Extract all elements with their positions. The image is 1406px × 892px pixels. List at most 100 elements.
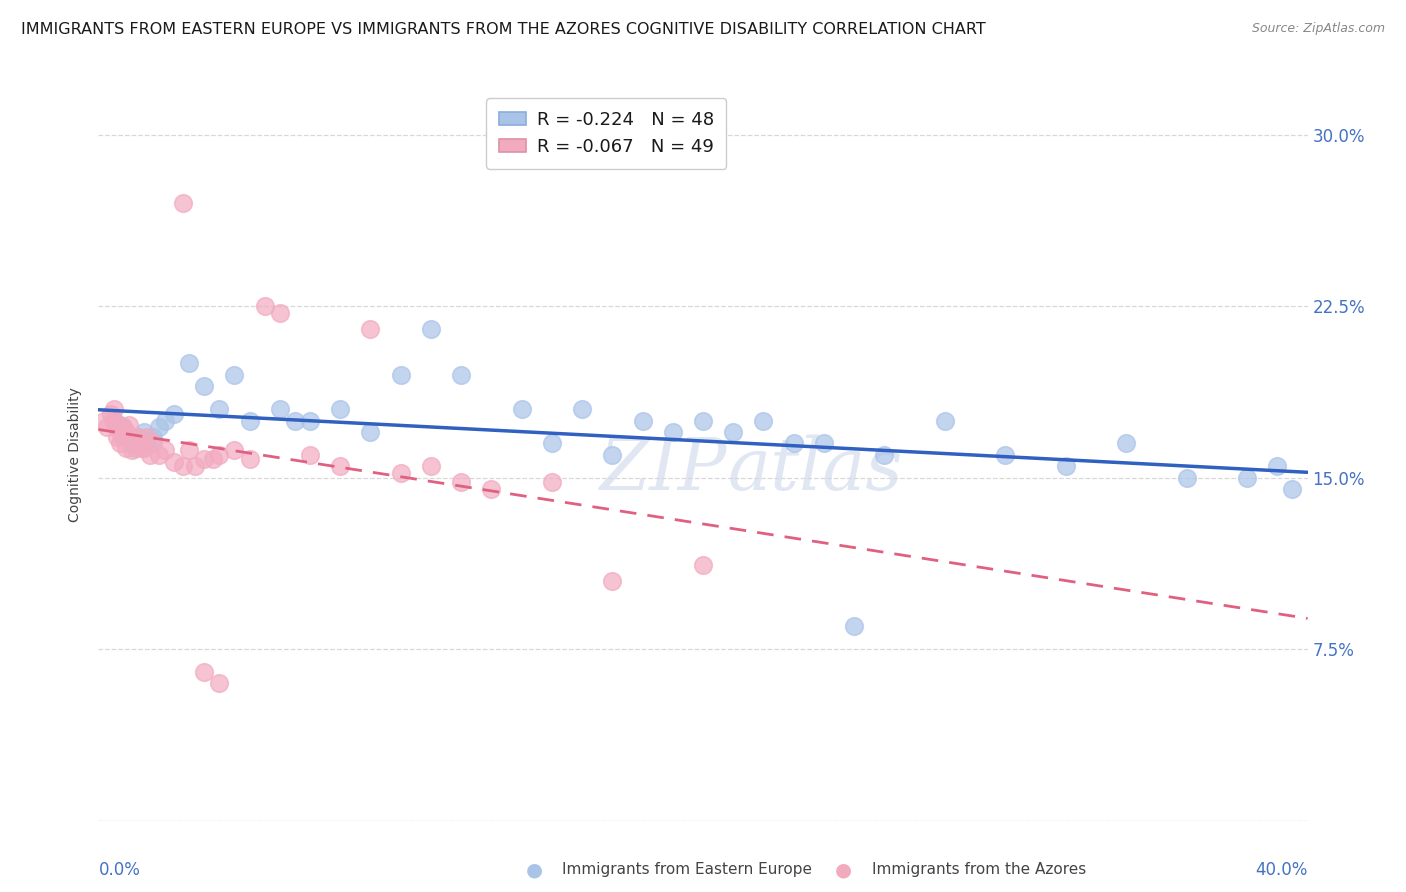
Point <box>118 429 141 443</box>
Point <box>172 196 194 211</box>
Point <box>752 414 775 428</box>
Point <box>118 418 141 433</box>
Point <box>299 414 322 428</box>
Point <box>108 425 131 439</box>
Text: ZIP: ZIP <box>600 434 727 505</box>
Point <box>1115 436 1137 450</box>
Point <box>121 436 143 450</box>
Point <box>111 420 134 434</box>
Point <box>1054 459 1077 474</box>
Point <box>103 414 125 428</box>
Point <box>284 414 307 428</box>
Point <box>148 448 170 462</box>
Point <box>1281 482 1303 496</box>
Point <box>602 448 624 462</box>
Text: 40.0%: 40.0% <box>1256 861 1308 879</box>
Point <box>105 418 128 433</box>
Point <box>389 368 412 382</box>
Text: IMMIGRANTS FROM EASTERN EUROPE VS IMMIGRANTS FROM THE AZORES COGNITIVE DISABILIT: IMMIGRANTS FROM EASTERN EUROPE VS IMMIGR… <box>21 22 986 37</box>
Point <box>934 414 956 428</box>
Point <box>873 448 896 462</box>
Point <box>239 452 262 467</box>
Point <box>118 429 141 443</box>
Point <box>139 448 162 462</box>
Point <box>631 414 654 428</box>
Point <box>510 402 533 417</box>
Point <box>153 443 176 458</box>
Point <box>142 436 165 450</box>
Point <box>450 368 472 382</box>
Point <box>105 429 128 443</box>
Point <box>193 379 215 393</box>
Point <box>163 455 186 469</box>
Point <box>540 436 562 450</box>
Point <box>224 443 246 458</box>
Point <box>269 402 291 417</box>
Point <box>129 441 152 455</box>
Point <box>148 420 170 434</box>
Point <box>111 429 134 443</box>
Point <box>114 425 136 439</box>
Point <box>108 436 131 450</box>
Text: Immigrants from Eastern Europe: Immigrants from Eastern Europe <box>562 863 813 877</box>
Point <box>93 414 115 428</box>
Point <box>179 356 201 371</box>
Text: ●: ● <box>835 860 852 880</box>
Point <box>135 436 157 450</box>
Point <box>124 441 146 455</box>
Point <box>163 407 186 421</box>
Point <box>103 414 125 428</box>
Point <box>481 482 503 496</box>
Point <box>844 619 866 633</box>
Point <box>127 429 149 443</box>
Point <box>299 448 322 462</box>
Point <box>100 407 122 421</box>
Point <box>692 414 714 428</box>
Point <box>108 418 131 433</box>
Point <box>420 459 443 474</box>
Point <box>723 425 745 439</box>
Point <box>135 429 157 443</box>
Point <box>132 441 155 455</box>
Point <box>329 402 352 417</box>
Point <box>202 452 225 467</box>
Point <box>124 436 146 450</box>
Point <box>662 425 685 439</box>
Point <box>450 475 472 490</box>
Text: Immigrants from the Azores: Immigrants from the Azores <box>872 863 1085 877</box>
Point <box>111 420 134 434</box>
Point <box>269 306 291 320</box>
Point <box>540 475 562 490</box>
Point <box>571 402 593 417</box>
Point <box>253 299 276 313</box>
Text: ●: ● <box>526 860 543 880</box>
Point <box>114 425 136 439</box>
Point <box>193 452 215 467</box>
Point <box>179 443 201 458</box>
Point <box>193 665 215 679</box>
Point <box>208 676 231 690</box>
Y-axis label: Cognitive Disability: Cognitive Disability <box>69 387 83 523</box>
Point <box>114 441 136 455</box>
Point <box>783 436 806 450</box>
Point <box>96 420 118 434</box>
Legend: R = -0.224   N = 48, R = -0.067   N = 49: R = -0.224 N = 48, R = -0.067 N = 49 <box>486 98 727 169</box>
Point <box>360 322 382 336</box>
Point <box>103 402 125 417</box>
Point <box>132 425 155 439</box>
Point <box>813 436 835 450</box>
Point <box>602 574 624 588</box>
Point <box>239 414 262 428</box>
Text: 0.0%: 0.0% <box>98 861 141 879</box>
Text: Source: ZipAtlas.com: Source: ZipAtlas.com <box>1251 22 1385 36</box>
Point <box>184 459 207 474</box>
Point <box>172 459 194 474</box>
Point <box>360 425 382 439</box>
Point <box>329 459 352 474</box>
Point <box>1236 471 1258 485</box>
Point <box>127 429 149 443</box>
Point <box>1175 471 1198 485</box>
Point <box>208 402 231 417</box>
Point <box>420 322 443 336</box>
Point <box>389 466 412 480</box>
